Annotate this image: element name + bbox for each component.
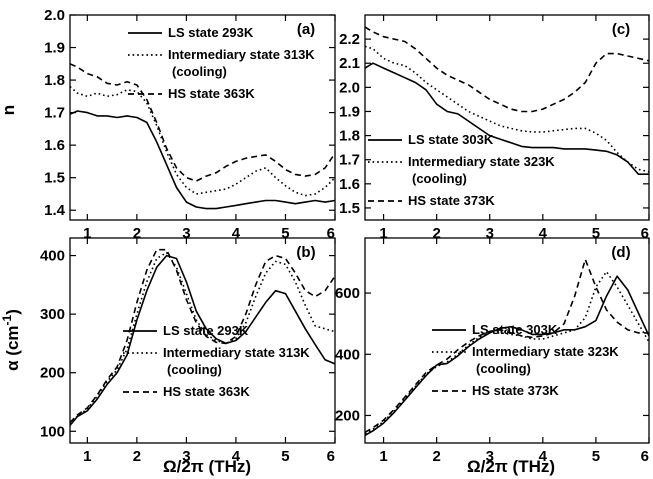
panel-c-legend-label-1: Intermediary state 323K bbox=[408, 154, 555, 169]
panel-a-xtick-label-2: 3 bbox=[182, 225, 190, 242]
panel-c: 1 2 3 4 5 6 1.5 1.6 1.7 1.8 1.9 2.0 2.1 2.2 LS state 3… bbox=[339, 14, 650, 242]
panel-d-letter: (d) bbox=[611, 244, 630, 261]
panel-b-xtick-label-0: 1 bbox=[83, 448, 91, 465]
panel-c-ytick-label-4: 1.9 bbox=[339, 103, 360, 120]
panel-d-xtick-label-3: 4 bbox=[539, 448, 548, 465]
panel-a-legend-label-0: LS state 293K bbox=[168, 25, 254, 40]
panel-d-ytick-label-1: 400 bbox=[335, 346, 360, 363]
ylabel-alpha: α (cm-1) bbox=[0, 309, 22, 371]
panel-a-xtick-label-3: 4 bbox=[232, 225, 241, 242]
panel-a-ytick-label-1: 1.5 bbox=[44, 170, 65, 187]
panel-d-frame bbox=[364, 237, 650, 444]
panel-c-xtick-label-3: 4 bbox=[539, 225, 548, 242]
panel-d-series-solid bbox=[364, 275, 650, 437]
panel-b-xtick-label-5: 6 bbox=[327, 448, 335, 465]
panel-d-ytick-label-0: 200 bbox=[335, 407, 360, 424]
panel-a-legend-sublabel-1: (cooling) bbox=[172, 64, 227, 79]
panel-d-legend-label-1: Intermediary state 323K bbox=[472, 344, 619, 359]
xlabel-left: Ω/2π (THz) bbox=[163, 457, 251, 476]
panel-c-xtick-label-1: 2 bbox=[432, 225, 440, 242]
panel-c-ytick-label-5: 2.0 bbox=[339, 79, 360, 96]
panel-c-legend-sublabel-1: (cooling) bbox=[412, 171, 467, 186]
panel-c-legend-label-2: HS state 373K bbox=[408, 193, 495, 208]
panel-d-legend-label-2: HS state 373K bbox=[472, 383, 559, 398]
panel-d-ytick-label-2: 600 bbox=[335, 285, 360, 302]
ylabel-n: n bbox=[0, 105, 18, 115]
panel-c-ytick-label-2: 1.7 bbox=[339, 152, 360, 169]
panel-a-ytick-label-6: 2.0 bbox=[44, 7, 65, 24]
panel-a-letter: (a) bbox=[297, 21, 315, 38]
panel-d-xtick-label-0: 1 bbox=[379, 448, 387, 465]
panel-c-ytick-label-3: 1.8 bbox=[339, 128, 360, 145]
panel-a-legend-label-1: Intermediary state 313K bbox=[168, 47, 315, 62]
panel-b-xtick-label-3: 4 bbox=[232, 448, 241, 465]
panel-d-series-dashed bbox=[364, 258, 649, 433]
panel-a-series-dashed bbox=[69, 63, 336, 182]
panel-b-series-dotted bbox=[69, 251, 336, 425]
panel-c-xtick-label-0: 1 bbox=[379, 225, 387, 242]
panel-a-ytick-label-2: 1.6 bbox=[44, 137, 65, 154]
panel-b: 1 2 3 4 5 6 100 200 300 400 LS state 293K Intermedi… bbox=[40, 237, 336, 465]
panel-b-ytick-label-1: 200 bbox=[40, 365, 65, 382]
panel-a-series-dotted bbox=[69, 85, 336, 197]
panel-d-xtick-label-1: 2 bbox=[432, 448, 440, 465]
panel-a-series-solid bbox=[69, 110, 336, 210]
panel-b-frame bbox=[69, 237, 336, 444]
panel-b-series-dashed bbox=[69, 248, 336, 424]
panel-c-xtick-label-4: 5 bbox=[592, 225, 600, 242]
panel-a-ytick-label-5: 1.9 bbox=[44, 40, 65, 57]
panel-d: 1 2 3 4 5 6 200 400 600 LS state 303K Intermediary… bbox=[335, 237, 650, 465]
panel-c-series-dashed bbox=[364, 26, 650, 113]
panel-d-xtick-label-4: 5 bbox=[592, 448, 600, 465]
panel-a-xtick-label-1: 2 bbox=[133, 225, 141, 242]
panel-c-legend-label-0: LS state 303K bbox=[408, 132, 494, 147]
panel-a-xtick-label-0: 1 bbox=[83, 225, 91, 242]
panel-c-ytick-label-6: 2.1 bbox=[339, 55, 360, 72]
panel-b-legend-label-0: LS state 293K bbox=[163, 323, 249, 338]
panel-a-ytick-label-3: 1.7 bbox=[44, 105, 65, 122]
xlabel-right: Ω/2π (THz) bbox=[467, 457, 555, 476]
panel-a-frame bbox=[69, 14, 336, 221]
panel-a-xtick-label-5: 6 bbox=[327, 225, 335, 242]
panel-d-xtick-label-2: 3 bbox=[486, 448, 494, 465]
panel-d-legend-sublabel-1: (cooling) bbox=[476, 361, 531, 376]
panel-c-ytick-label-7: 2.2 bbox=[339, 31, 360, 48]
panel-c-xtick-label-5: 6 bbox=[641, 225, 649, 242]
panel-a-xtick-label-4: 5 bbox=[281, 225, 289, 242]
panel-c-xtick-label-2: 3 bbox=[486, 225, 494, 242]
ylabel-alpha-sup: -1 bbox=[0, 314, 14, 325]
panel-d-legend-label-0: LS state 303K bbox=[472, 322, 558, 337]
panel-a-ytick-label-0: 1.4 bbox=[44, 202, 66, 219]
panel-c-frame bbox=[364, 14, 650, 221]
panel-b-ytick-label-2: 300 bbox=[40, 306, 65, 323]
panel-c-series-solid bbox=[364, 62, 649, 175]
panel-b-xtick-label-4: 5 bbox=[281, 448, 289, 465]
panel-b-series-solid bbox=[69, 254, 336, 426]
panel-b-xtick-label-2: 3 bbox=[182, 448, 190, 465]
panel-d-xtick-label-5: 6 bbox=[641, 448, 649, 465]
panel-c-series-dotted bbox=[364, 45, 650, 173]
ylabel-alpha-main: α (cm bbox=[3, 325, 22, 370]
panel-b-legend-sublabel-1: (cooling) bbox=[167, 362, 222, 377]
panel-b-legend-label-2: HS state 363K bbox=[163, 384, 250, 399]
panel-b-legend-label-1: Intermediary state 313K bbox=[163, 345, 310, 360]
ylabel-alpha-close: ) bbox=[3, 309, 22, 315]
panel-a-ytick-label-4: 1.8 bbox=[44, 72, 65, 89]
panel-a-legend-label-2: HS state 363K bbox=[168, 86, 255, 101]
panel-a: 1 2 3 4 5 6 1.4 1.5 1.6 1.7 1.8 1.9 2.0 LS state 293K… bbox=[44, 7, 336, 242]
panel-c-ytick-label-1: 1.6 bbox=[339, 176, 360, 193]
panel-c-ytick-label-0: 1.5 bbox=[339, 200, 360, 217]
panel-b-ytick-label-3: 400 bbox=[40, 248, 65, 265]
panel-c-letter: (c) bbox=[612, 21, 630, 38]
panel-b-letter: (b) bbox=[296, 244, 315, 261]
panel-b-ytick-label-0: 100 bbox=[40, 423, 65, 440]
panel-b-xtick-label-1: 2 bbox=[133, 448, 141, 465]
